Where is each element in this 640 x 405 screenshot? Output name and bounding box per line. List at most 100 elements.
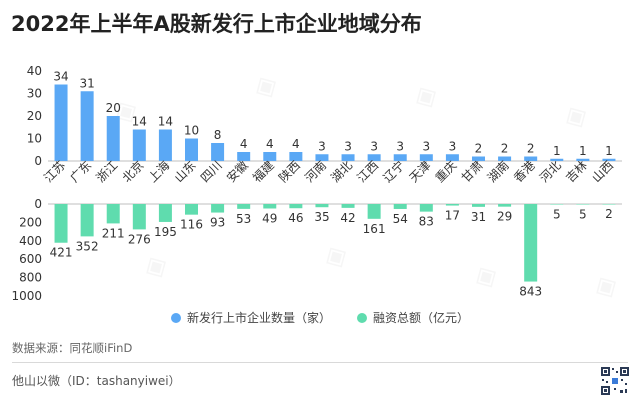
funding-data-label: 843: [519, 285, 542, 299]
category-tick-label: 甘肃: [459, 158, 486, 185]
category-tick-label: 安徽: [223, 158, 251, 186]
count-data-label: 2: [527, 142, 535, 156]
top-y-tick-label: 30: [27, 87, 42, 101]
funding-bar: [367, 204, 381, 219]
category-tick-label: 北京: [120, 158, 147, 185]
count-data-label: 14: [132, 115, 147, 129]
count-bar: [576, 158, 590, 161]
count-bar: [54, 84, 68, 161]
legend-item-count: 新发行上市企业数量（家）: [170, 309, 331, 326]
count-bar: [419, 154, 433, 161]
brand-id: 他山以微（ID：tashanyiwei）: [12, 374, 181, 388]
funding-bar: [472, 204, 485, 207]
chart-legend: 新发行上市企业数量（家） 融资总额（亿元）: [0, 309, 640, 326]
count-bar: [237, 152, 251, 161]
category-tick-label: 天津: [407, 158, 434, 185]
funding-data-label: 35: [314, 210, 329, 224]
count-bar: [602, 158, 616, 161]
funding-bar: [158, 204, 172, 222]
funding-bar: [419, 204, 433, 212]
funding-data-label: 5: [579, 207, 587, 221]
data-source: 数据来源：同花顺iFinD: [12, 341, 133, 355]
count-bar: [341, 154, 355, 161]
chart-title: 2022年上半年A股新发行上市企业地域分布: [11, 12, 422, 36]
funding-bar: [211, 204, 225, 213]
count-data-label: 10: [184, 124, 199, 138]
funding-data-label: 31: [471, 210, 486, 224]
funding-data-label: 53: [236, 212, 251, 226]
watermark-mark: ◈: [317, 235, 354, 277]
count-data-label: 3: [370, 139, 378, 153]
count-bar: [158, 129, 172, 161]
funding-bar: [498, 204, 512, 207]
count-data-label: 3: [449, 139, 457, 153]
count-data-label: 3: [318, 139, 326, 153]
funding-data-label: 46: [288, 211, 303, 225]
funding-bar: [289, 204, 303, 209]
count-bar: [211, 143, 225, 161]
watermark-mark: ◈: [557, 95, 594, 137]
count-bar: [393, 154, 407, 161]
count-data-label: 8: [214, 128, 222, 142]
funding-data-label: 2: [605, 207, 613, 221]
funding-data-label: 83: [419, 215, 434, 229]
count-data-label: 2: [475, 142, 483, 156]
count-bar: [106, 116, 120, 161]
funding-data-label: 276: [128, 232, 151, 246]
category-tick-label: 山西: [589, 158, 616, 185]
watermark-mark: ◈: [247, 65, 284, 107]
watermark-mark: ◈: [137, 245, 174, 287]
count-data-label: 31: [79, 76, 94, 90]
funding-bar: [602, 204, 616, 205]
category-tick-label: 四川: [198, 158, 225, 185]
category-tick-label: 重庆: [433, 158, 460, 185]
funding-data-label: 161: [363, 222, 386, 236]
legend-label-count: 新发行上市企业数量（家）: [186, 311, 331, 325]
funding-data-label: 5: [553, 207, 561, 221]
top-y-tick-label: 40: [27, 64, 42, 78]
count-bar: [524, 156, 538, 161]
category-tick-label: 香港: [511, 158, 538, 185]
funding-data-label: 49: [262, 212, 277, 226]
category-tick-label: 山东: [172, 158, 199, 185]
funding-bar: [237, 204, 251, 209]
count-data-label: 1: [605, 144, 613, 158]
count-data-label: 3: [344, 139, 352, 153]
funding-bar: [550, 204, 564, 205]
count-data-label: 4: [240, 137, 248, 151]
count-data-label: 1: [553, 144, 561, 158]
count-data-label: 3: [396, 139, 404, 153]
funding-data-label: 42: [340, 211, 355, 225]
count-bar: [185, 138, 198, 161]
legend-marker-funding: [357, 312, 367, 323]
funding-data-label: 195: [154, 225, 177, 239]
count-bar: [498, 156, 512, 161]
watermark-mark: ◈: [407, 75, 444, 117]
count-data-label: 34: [53, 70, 68, 84]
watermark-mark: ◈: [467, 255, 504, 297]
funding-bar: [524, 204, 538, 282]
funding-bar: [106, 204, 120, 224]
funding-bar: [341, 204, 355, 208]
count-data-label: 4: [292, 137, 300, 151]
funding-bar: [185, 204, 198, 215]
top-y-tick-label: 10: [27, 132, 42, 146]
bottom-y-tick-label: 0: [34, 197, 42, 211]
bottom-y-tick-label: 600: [19, 252, 42, 266]
count-bar: [132, 129, 146, 161]
category-tick-label: 江西: [354, 158, 381, 185]
funding-data-label: 421: [50, 246, 73, 260]
funding-bar: [315, 204, 329, 208]
funding-bar: [576, 204, 590, 205]
legend-marker-count: [170, 312, 181, 323]
bottom-y-tick-label: 800: [19, 271, 42, 285]
top-y-tick-label: 0: [34, 154, 42, 168]
category-tick-label: 浙江: [93, 158, 120, 185]
count-bar: [263, 152, 277, 161]
category-tick-label: 河北: [537, 158, 564, 185]
count-data-label: 2: [501, 142, 509, 156]
funding-data-label: 116: [180, 218, 203, 232]
footer-divider: [12, 362, 628, 363]
category-tick-label: 江苏: [41, 158, 68, 185]
